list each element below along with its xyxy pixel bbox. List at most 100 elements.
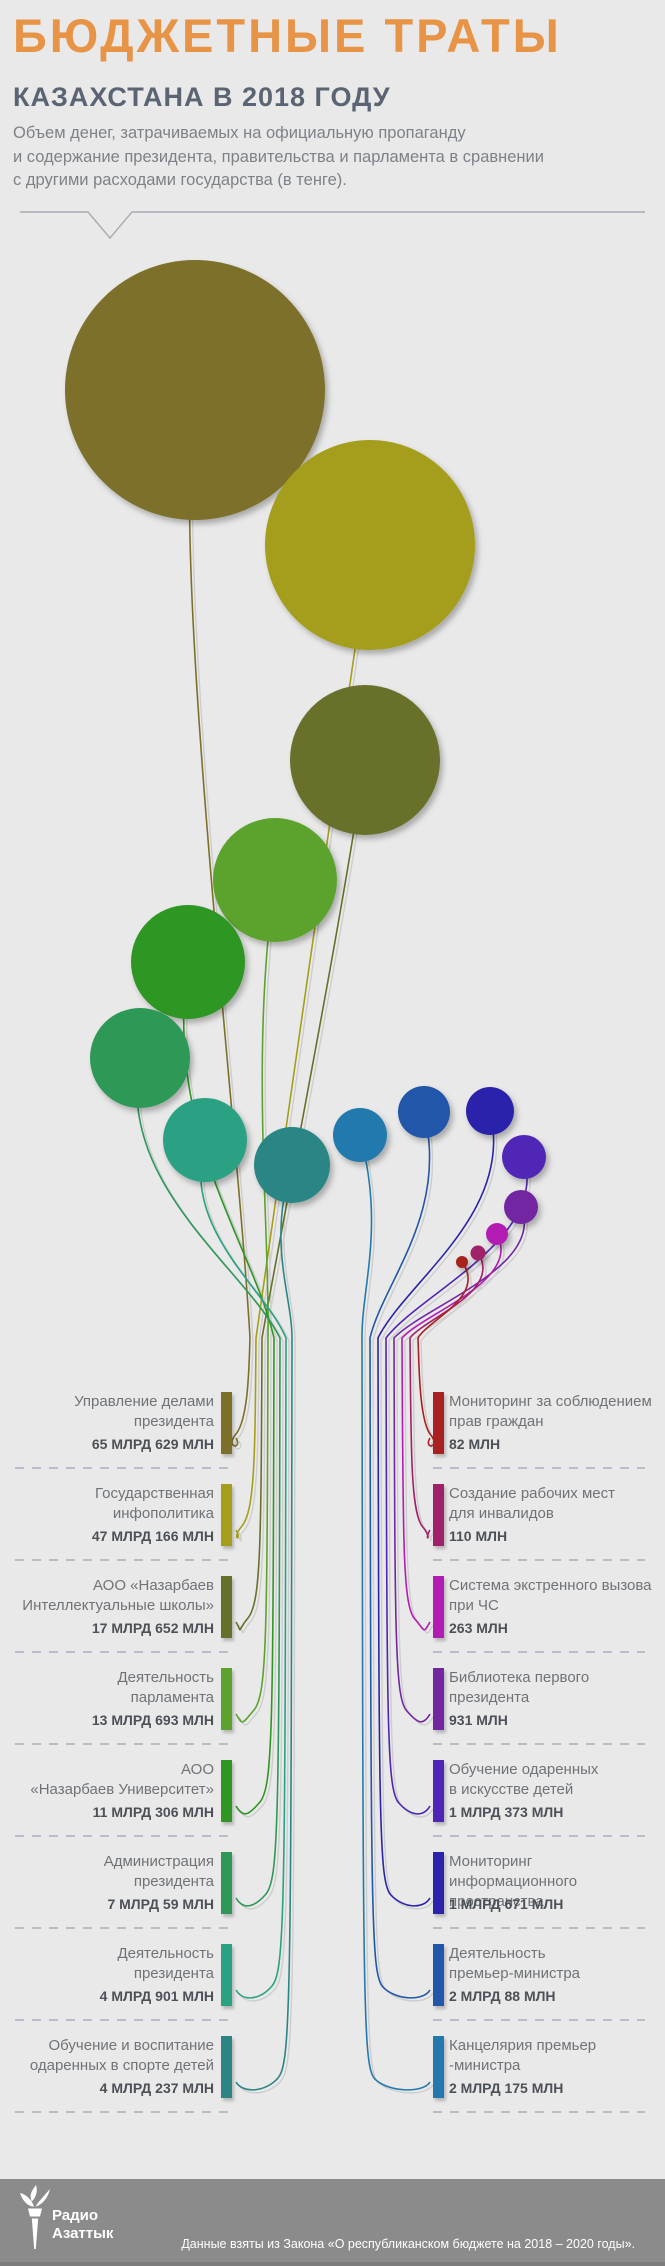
budget-item-title: Обучение одаренных в искусстве детей xyxy=(449,1761,599,1798)
dashed-separator-right-5 xyxy=(433,1835,645,1837)
color-bar-right-3 xyxy=(433,1576,444,1638)
budget-item-title: Государственная инфополитика xyxy=(95,1485,214,1522)
connector-shadow-right-7 xyxy=(372,1114,434,2002)
dashed-separator-left-1 xyxy=(15,1467,232,1469)
budget-item-title: Деятельность премьер-министра xyxy=(449,1945,581,1982)
budget-item-title: Обучение и воспитание одаренных в спорте… xyxy=(29,2037,214,2074)
color-bar-left-4 xyxy=(221,1668,232,1730)
budget-item-title: Управление делами президента xyxy=(74,1393,214,1430)
bubble-right-6 xyxy=(466,1087,514,1135)
color-bar-right-2 xyxy=(433,1484,444,1546)
dashed-separator-left-2 xyxy=(15,1559,232,1561)
color-bar-left-7 xyxy=(221,1944,232,2006)
connector-left-3 xyxy=(235,759,366,1631)
budget-item-title: Деятельность президента xyxy=(117,1945,214,1982)
budget-item-value: 2 МЛРД 175 МЛН xyxy=(449,2080,564,2096)
budget-item-title: Мониторинг информационного пространства xyxy=(449,1853,578,1910)
budget-item-title: Мониторинг за соблюдением прав граждан xyxy=(449,1393,652,1430)
connector-shadow-left-4 xyxy=(238,882,279,1726)
dashed-separator-left-8 xyxy=(15,2111,232,2113)
page-title: БЮДЖЕТНЫЕ ТРАТЫ xyxy=(13,9,562,62)
budget-item-right-8: Канцелярия премьер -министра 2 МЛРД 175 М… xyxy=(449,2036,661,2106)
color-bar-right-6 xyxy=(433,1852,444,1914)
dashed-separator-left-3 xyxy=(15,1651,232,1653)
budget-item-value: 1 МЛРД 671 МЛН xyxy=(449,1896,564,1912)
color-bar-right-4 xyxy=(433,1668,444,1730)
budget-item-left-6: Администрация президента 7 МЛРД 59 МЛН xyxy=(0,1852,214,1922)
connector-right-8 xyxy=(359,1134,431,2091)
budget-item-title: АОО «Назарбаев Университет» xyxy=(30,1761,214,1798)
budget-item-right-6: Мониторинг информационного пространства 1… xyxy=(449,1852,661,1922)
budget-item-value: 65 МЛРД 629 МЛН xyxy=(91,1436,214,1452)
budget-item-value: 4 МЛРД 901 МЛН xyxy=(99,1988,214,2004)
radio-azattyk-torch-icon xyxy=(20,2185,50,2249)
bubble-left-4 xyxy=(213,818,337,942)
color-bar-right-5 xyxy=(433,1760,444,1822)
dashed-separator-right-7 xyxy=(433,2019,645,2021)
budget-item-left-1: Управление делами президента 65 МЛРД 629 … xyxy=(0,1392,214,1462)
bubble-right-1 xyxy=(456,1256,468,1268)
budget-item-value: 7 МЛРД 59 МЛН xyxy=(107,1896,214,1912)
bubble-left-2 xyxy=(265,440,475,650)
color-bar-left-2 xyxy=(221,1484,232,1546)
bubbles-group xyxy=(65,260,546,1268)
data-source-note: Данные взяты из Закона «О республиканско… xyxy=(181,2237,635,2251)
connector-left-2 xyxy=(235,544,371,1539)
dashed-separator-left-6 xyxy=(15,1927,232,1929)
bubble-right-3 xyxy=(486,1223,508,1245)
dashed-separator-left-7 xyxy=(15,2019,232,2021)
budget-item-title: Библиотека первого президента xyxy=(449,1669,590,1706)
bubble-left-5 xyxy=(131,905,245,1019)
bubble-right-4 xyxy=(504,1190,538,1224)
budget-item-right-2: Создание рабочих мест для инвалидов 110 М… xyxy=(449,1484,661,1554)
bubble-right-7 xyxy=(398,1086,450,1138)
bubble-right-2 xyxy=(470,1245,486,1261)
budget-item-value: 1 МЛРД 373 МЛН xyxy=(449,1804,564,1820)
connector-left-1 xyxy=(188,389,251,1447)
budget-item-value: 13 МЛРД 693 МЛН xyxy=(91,1712,214,1728)
color-bar-left-1 xyxy=(221,1392,232,1454)
connector-shadow-left-2 xyxy=(238,547,374,1542)
budget-item-title: Деятельность парламента xyxy=(117,1669,214,1706)
bubble-right-8 xyxy=(333,1108,387,1162)
bubble-left-8 xyxy=(254,1127,330,1203)
bubble-right-5 xyxy=(502,1135,546,1179)
budget-item-value: 47 МЛРД 166 МЛН xyxy=(91,1528,214,1544)
color-bar-left-3 xyxy=(221,1576,232,1638)
header-divider xyxy=(20,211,645,240)
color-bar-left-6 xyxy=(221,1852,232,1914)
connector-shadow-left-3 xyxy=(238,762,369,1634)
color-bar-left-8 xyxy=(221,2036,232,2098)
budget-item-title: Администрация президента xyxy=(103,1853,214,1890)
budget-item-value: 2 МЛРД 88 МЛН xyxy=(449,1988,556,2004)
bubble-left-3 xyxy=(290,685,440,835)
budget-item-right-5: Обучение одаренных в искусстве детей 1 МЛ… xyxy=(449,1760,661,1830)
dashed-separator-right-6 xyxy=(433,1927,645,1929)
page-description: Объем денег, затрачиваемых на официальну… xyxy=(13,124,544,189)
budget-item-left-3: АОО «Назарбаев Интеллектуальные школы» 17… xyxy=(0,1576,214,1646)
bubble-left-1 xyxy=(65,260,325,520)
budget-item-value: 263 МЛН xyxy=(449,1620,508,1636)
dashed-separator-left-4 xyxy=(15,1743,232,1745)
budget-item-value: 11 МЛРД 306 МЛН xyxy=(92,1804,214,1820)
budget-item-left-7: Деятельность президента 4 МЛРД 901 МЛН xyxy=(0,1944,214,2014)
budget-item-value: 110 МЛН xyxy=(449,1528,508,1544)
dashed-separator-left-5 xyxy=(15,1835,232,1837)
connector-shadow-left-8 xyxy=(238,1167,296,2094)
budget-item-title: АОО «Назарбаев Интеллектуальные школы» xyxy=(22,1577,214,1614)
bubble-left-6 xyxy=(90,1008,190,1108)
budget-item-right-1: Мониторинг за соблюдением прав граждан 82… xyxy=(449,1392,661,1462)
color-bar-right-8 xyxy=(433,2036,444,2098)
budget-item-right-7: Деятельность премьер-министра 2 МЛРД 88 М… xyxy=(449,1944,661,2014)
budget-item-right-3: Система экстренного вызова при ЧС 263 МЛН xyxy=(449,1576,661,1646)
dashed-separator-right-2 xyxy=(433,1559,645,1561)
budget-item-title: Канцелярия премьер -министра xyxy=(449,2037,597,2074)
budget-item-left-5: АОО «Назарбаев Университет» 11 МЛРД 306 М… xyxy=(0,1760,214,1830)
dashed-separator-right-4 xyxy=(433,1743,645,1745)
connector-shadow-right-8 xyxy=(362,1137,434,2094)
connector-right-7 xyxy=(369,1111,431,1999)
connector-left-4 xyxy=(235,879,276,1723)
color-bar-left-5 xyxy=(221,1760,232,1822)
budget-item-right-4: Библиотека первого президента 931 МЛН xyxy=(449,1668,661,1738)
